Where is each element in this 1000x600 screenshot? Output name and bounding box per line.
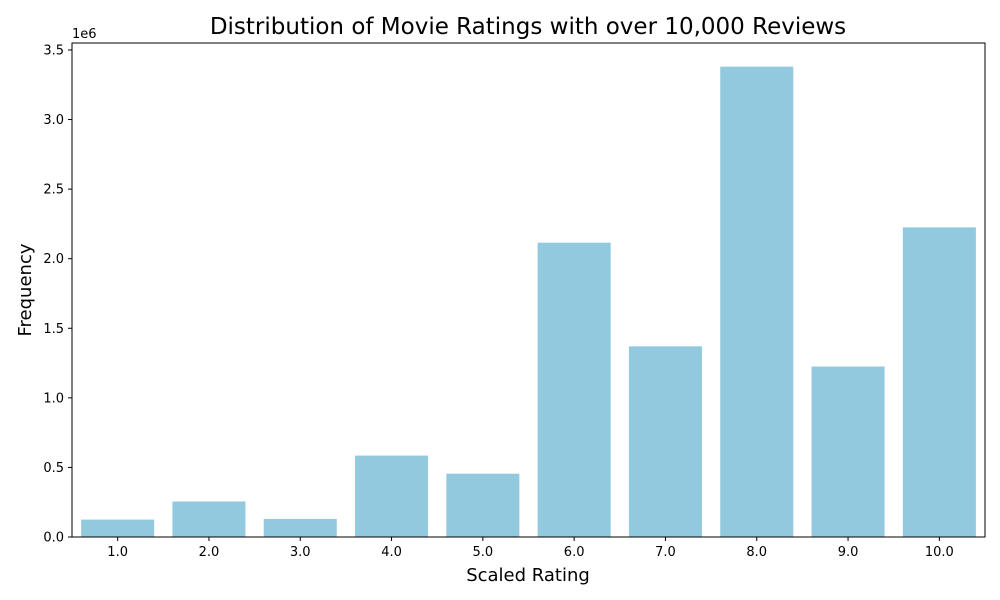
y-tick-label: 2.0: [43, 252, 64, 267]
y-tick-label: 3.0: [43, 113, 64, 128]
bar-1.0: [81, 519, 155, 537]
bar-9.0: [811, 366, 885, 537]
y-axis-ticks: 0.0 0.5 1.0 1.5 2.0 2.5 3.0 3.5: [43, 43, 72, 546]
bar-7.0: [628, 346, 702, 537]
x-tick-label: 4.0: [381, 545, 402, 560]
bar-8.0: [720, 66, 794, 537]
y-tick-label: 1.5: [43, 322, 64, 337]
bar-2.0: [172, 501, 246, 537]
plot-frame: [71, 42, 986, 538]
y-tick-label: 1.0: [43, 391, 64, 406]
bar-6.0: [537, 242, 611, 537]
x-tick-label: 9.0: [838, 545, 859, 560]
y-axis-label: Frequency: [15, 243, 36, 336]
x-tick-label: 3.0: [290, 545, 311, 560]
x-tick-label: 1.0: [107, 545, 128, 560]
x-tick-label: 8.0: [746, 545, 767, 560]
bar-10.0: [902, 227, 976, 537]
y-axis-offset-label: 1e6: [72, 27, 97, 42]
x-axis-label: Scaled Rating: [466, 565, 590, 586]
x-tick-label: 6.0: [564, 545, 585, 560]
chart-title: Distribution of Movie Ratings with over …: [210, 14, 846, 40]
y-tick-label: 3.5: [43, 43, 64, 58]
y-tick-label: 0.5: [43, 461, 64, 476]
y-tick-label: 0.0: [43, 531, 64, 546]
y-tick-label: 2.5: [43, 183, 64, 198]
x-tick-label: 5.0: [473, 545, 494, 560]
bar-3.0: [263, 518, 337, 537]
bars-group: [81, 66, 976, 537]
bar-5.0: [446, 473, 520, 537]
bar-4.0: [355, 455, 429, 537]
x-axis-ticks: 1.0 2.0 3.0 4.0 5.0 6.0 7.0 8.0 9.0 10.0: [107, 537, 954, 560]
x-tick-label: 2.0: [199, 545, 220, 560]
x-tick-label: 10.0: [925, 545, 954, 560]
x-tick-label: 7.0: [655, 545, 676, 560]
